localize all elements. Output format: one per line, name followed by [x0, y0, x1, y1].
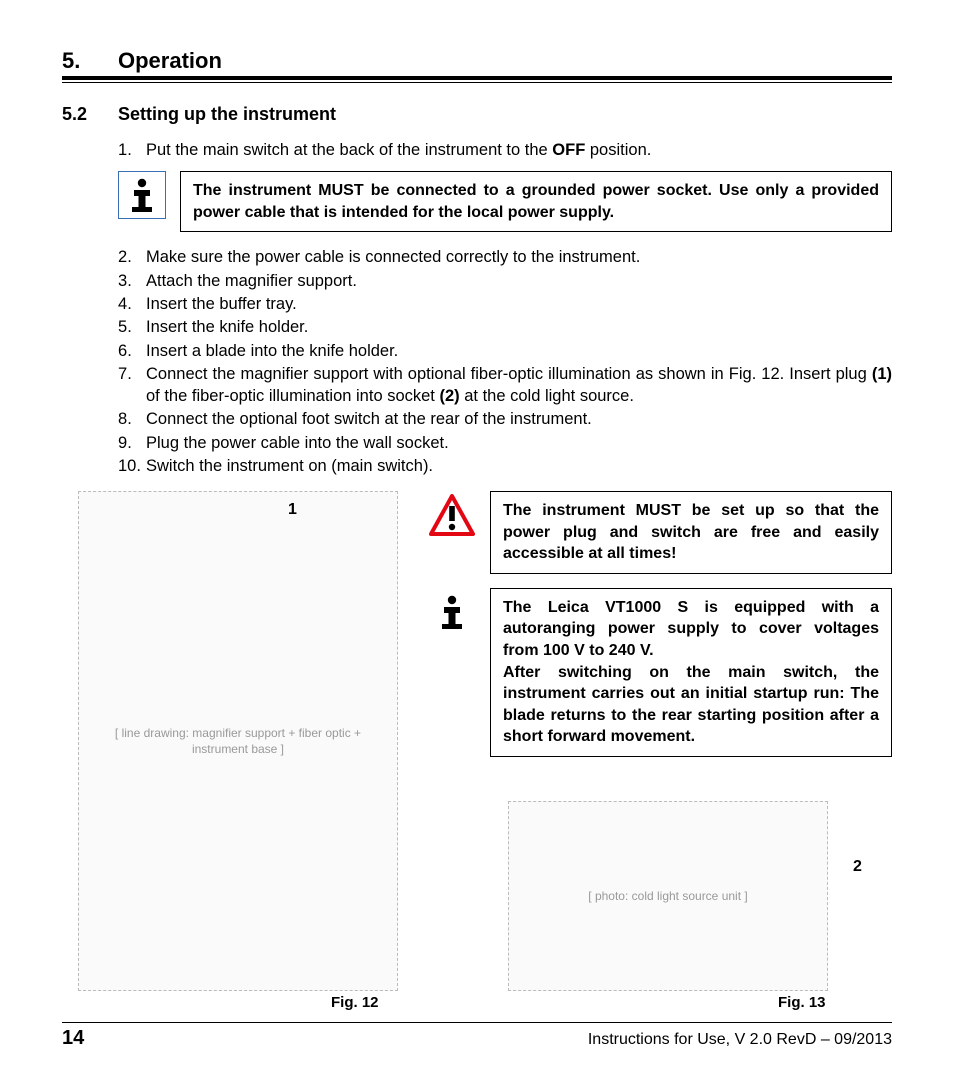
info-icon-2	[428, 588, 476, 636]
step-7c: of the fiber-optic illumination into soc…	[146, 387, 439, 405]
step-7: Connect the magnifier support with optio…	[118, 363, 892, 408]
figure-13-label: Fig. 13	[778, 993, 826, 1013]
section-number: 5.2	[62, 104, 118, 125]
chapter-number: 5.	[62, 48, 118, 74]
step-5: Insert the knife holder.	[118, 316, 892, 338]
figure-13-image: [ photo: cold light source unit ]	[508, 801, 828, 991]
chapter-title: Operation	[118, 48, 222, 74]
annotation-2: 2	[853, 856, 862, 878]
callout-autorange-row: The Leica VT1000 S is equipped with a au…	[428, 588, 892, 757]
step-7a: Connect the magnifier support with optio…	[146, 365, 872, 383]
figure-12-placeholder-text: [ line drawing: magnifier support + fibe…	[79, 715, 397, 767]
step-8: Connect the optional foot switch at the …	[118, 408, 892, 430]
autorange-p1: The Leica VT1000 S is equipped with a au…	[503, 597, 879, 662]
step-7-b1: (1)	[872, 365, 892, 383]
callout-accessible-row: The instrument MUST be set up so that th…	[428, 491, 892, 574]
step-4: Insert the buffer tray.	[118, 293, 892, 315]
side-callouts: The instrument MUST be set up so that th…	[428, 491, 892, 771]
figure-13-placeholder-text: [ photo: cold light source unit ]	[578, 878, 757, 914]
step-1: Put the main switch at the back of the i…	[118, 139, 892, 161]
content-body: Put the main switch at the back of the i…	[118, 139, 892, 1031]
step-7d: at the cold light source.	[460, 387, 634, 405]
warning-icon	[428, 491, 476, 539]
info-icon	[118, 171, 166, 219]
autorange-p2: After switching on the main switch, the …	[503, 662, 879, 748]
step-1-pre: Put the main switch at the back of the i…	[146, 141, 552, 159]
figure-area: [ line drawing: magnifier support + fibe…	[118, 491, 892, 1031]
step-list: Put the main switch at the back of the i…	[118, 139, 892, 161]
section-header: 5.2 Setting up the instrument	[62, 104, 892, 125]
step-list-cont: Make sure the power cable is connected c…	[118, 246, 892, 477]
annotation-1: 1	[288, 499, 297, 521]
step-3: Attach the magnifier support.	[118, 270, 892, 292]
callout-autorange: The Leica VT1000 S is equipped with a au…	[490, 588, 892, 757]
callout-grounded-row: The instrument MUST be connected to a gr…	[118, 171, 892, 232]
step-7-b2: (2)	[439, 387, 459, 405]
section-title: Setting up the instrument	[118, 104, 336, 125]
step-1-post: position.	[585, 141, 651, 159]
step-2: Make sure the power cable is connected c…	[118, 246, 892, 268]
callout-accessible: The instrument MUST be set up so that th…	[490, 491, 892, 574]
figure-12-label: Fig. 12	[331, 993, 379, 1013]
step-9: Plug the power cable into the wall socke…	[118, 432, 892, 454]
callout-grounded: The instrument MUST be connected to a gr…	[180, 171, 892, 232]
page-footer: 14 Instructions for Use, V 2.0 RevD – 09…	[62, 1022, 892, 1050]
page-number: 14	[62, 1027, 84, 1050]
chapter-header: 5. Operation	[62, 48, 892, 80]
step-1-bold: OFF	[552, 141, 585, 159]
step-6: Insert a blade into the knife holder.	[118, 340, 892, 362]
doc-version: Instructions for Use, V 2.0 RevD – 09/20…	[588, 1031, 892, 1049]
figure-12-image: [ line drawing: magnifier support + fibe…	[78, 491, 398, 991]
step-10: Switch the instrument on (main switch).	[118, 455, 892, 477]
